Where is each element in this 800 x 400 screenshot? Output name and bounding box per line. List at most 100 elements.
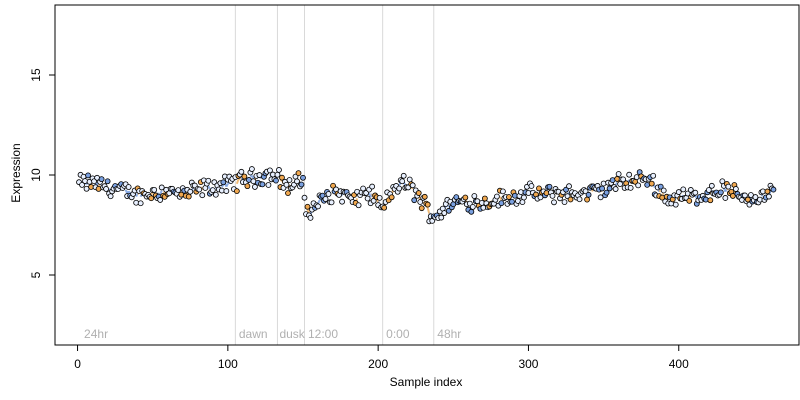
data-point-362 bbox=[620, 176, 627, 183]
data-point-257 bbox=[462, 194, 469, 201]
data-point-430 bbox=[722, 195, 729, 201]
data-point-117 bbox=[252, 184, 258, 190]
data-point-216 bbox=[400, 172, 407, 179]
data-point-347 bbox=[597, 194, 604, 201]
data-point-166 bbox=[325, 191, 332, 197]
data-point-208 bbox=[388, 194, 395, 201]
data-point-73 bbox=[185, 193, 192, 200]
segment-152 bbox=[306, 209, 310, 214]
data-point-419 bbox=[705, 187, 712, 193]
data-point-203 bbox=[381, 204, 388, 211]
data-point-367 bbox=[627, 184, 634, 191]
data-point-21 bbox=[107, 193, 114, 200]
data-point-351 bbox=[603, 189, 610, 196]
data-point-33 bbox=[125, 184, 132, 190]
data-point-150 bbox=[301, 194, 308, 201]
data-point-243 bbox=[441, 210, 448, 216]
data-point-459 bbox=[766, 193, 772, 200]
y-axis: 5 10 15 bbox=[29, 68, 56, 278]
data-point-18 bbox=[103, 186, 110, 192]
segment-454 bbox=[761, 194, 764, 197]
segment-410 bbox=[694, 195, 698, 199]
phase-label-1: dawn bbox=[239, 327, 268, 341]
data-point-213 bbox=[396, 185, 403, 192]
data-point-337 bbox=[582, 188, 589, 195]
data-point-55 bbox=[158, 184, 165, 191]
data-point-263 bbox=[471, 193, 478, 199]
data-point-323 bbox=[561, 199, 568, 206]
data-point-399 bbox=[675, 189, 682, 195]
data-point-169 bbox=[330, 182, 336, 189]
data-point-282 bbox=[500, 188, 506, 195]
data-point-421 bbox=[708, 182, 715, 189]
data-point-139 bbox=[285, 190, 291, 197]
data-point-54 bbox=[157, 197, 164, 203]
phase-labels: 24hr dawn dusk 12:00 0:00 48hr bbox=[84, 327, 461, 341]
data-point-148 bbox=[298, 181, 305, 188]
data-point-288 bbox=[509, 198, 515, 205]
data-point-110 bbox=[241, 173, 248, 180]
data-point-420 bbox=[707, 197, 714, 204]
data-point-112 bbox=[244, 183, 251, 190]
data-point-410 bbox=[692, 189, 699, 196]
data-point-443 bbox=[741, 192, 748, 199]
data-point-315 bbox=[549, 192, 556, 199]
data-point-313 bbox=[546, 183, 553, 190]
data-point-215 bbox=[399, 178, 406, 185]
data-point-186 bbox=[355, 202, 362, 209]
data-point-159 bbox=[315, 203, 321, 210]
data-point-281 bbox=[498, 200, 505, 207]
data-point-140 bbox=[286, 177, 293, 183]
data-point-145 bbox=[294, 178, 300, 185]
data-point-382 bbox=[650, 172, 657, 179]
data-point-389 bbox=[660, 187, 667, 194]
y-axis-label: Expression bbox=[9, 143, 23, 202]
data-point-168 bbox=[328, 199, 335, 206]
data-point-286 bbox=[506, 194, 512, 200]
data-point-89 bbox=[209, 187, 216, 194]
data-point-223 bbox=[411, 197, 418, 204]
data-point-387 bbox=[657, 183, 664, 190]
data-point-402 bbox=[680, 186, 687, 193]
data-point-359 bbox=[615, 171, 622, 177]
data-point-326 bbox=[566, 183, 572, 190]
data-point-126 bbox=[265, 182, 272, 188]
segment-86 bbox=[207, 185, 211, 190]
data-point-96 bbox=[220, 179, 227, 186]
data-point-226 bbox=[415, 190, 422, 196]
data-point-200 bbox=[376, 194, 383, 201]
x-tick-label-3: 300 bbox=[518, 357, 538, 371]
data-point-222 bbox=[409, 182, 416, 189]
segment-54 bbox=[159, 190, 163, 195]
data-point-228 bbox=[418, 205, 425, 212]
segment-106 bbox=[237, 177, 241, 181]
data-point-333 bbox=[576, 196, 583, 203]
data-point-149 bbox=[300, 174, 306, 181]
data-point-91 bbox=[212, 191, 219, 198]
data-point-232 bbox=[424, 201, 431, 208]
data-point-327 bbox=[567, 196, 574, 203]
data-point-251 bbox=[453, 194, 460, 201]
data-point-80 bbox=[196, 186, 203, 193]
data-point-261 bbox=[468, 208, 475, 215]
data-point-339 bbox=[585, 191, 592, 198]
x-tick-label-1: 100 bbox=[218, 357, 238, 371]
segment-115 bbox=[251, 175, 255, 179]
phase-lines bbox=[234, 5, 435, 345]
phase-label-4: 0:00 bbox=[386, 327, 410, 341]
data-point-122 bbox=[259, 181, 266, 188]
x-tick-label-2: 200 bbox=[368, 357, 388, 371]
data-point-146 bbox=[295, 170, 302, 177]
data-point-372 bbox=[635, 182, 642, 189]
data-point-74 bbox=[187, 188, 194, 195]
data-point-230 bbox=[421, 193, 428, 200]
data-point-132 bbox=[274, 171, 281, 178]
data-point-50 bbox=[151, 186, 158, 193]
data-point-82 bbox=[199, 192, 206, 199]
data-point-241 bbox=[438, 214, 445, 221]
data-point-192 bbox=[364, 195, 371, 202]
data-point-15 bbox=[98, 176, 105, 183]
data-point-152 bbox=[304, 203, 311, 210]
y-tick-label-2: 15 bbox=[29, 68, 43, 82]
